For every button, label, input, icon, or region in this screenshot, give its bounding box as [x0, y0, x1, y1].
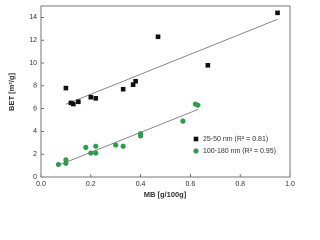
point	[55, 161, 62, 168]
y-tick-label: 10	[29, 60, 37, 67]
y-axis-title: BET [m²/g]	[7, 73, 16, 111]
point	[275, 10, 280, 16]
point	[68, 100, 74, 106]
point	[130, 82, 136, 87]
point	[133, 78, 138, 84]
point	[113, 142, 119, 148]
y-tick-label: 4	[33, 128, 37, 135]
legend-label: 25-50 nm (R² = 0.81)	[203, 136, 268, 143]
point	[120, 143, 126, 149]
y-tick-label: 12	[29, 37, 37, 44]
point	[71, 101, 76, 107]
x-tick-label: 0.8	[235, 181, 245, 188]
y-tick-label: 14	[29, 14, 37, 21]
trend-line	[58, 109, 199, 166]
point	[93, 96, 99, 101]
y-tick-label: 0	[33, 174, 37, 181]
point	[63, 85, 69, 91]
legend-label: 100-180 nm (R² = 0.95)	[203, 148, 276, 155]
point	[205, 62, 211, 68]
point	[93, 143, 99, 149]
x-tick-label: 0.2	[86, 181, 96, 188]
y-tick-label: 2	[33, 151, 37, 158]
point	[93, 150, 99, 156]
point	[63, 160, 69, 166]
x-tick-label: 0.6	[186, 181, 196, 188]
point	[155, 34, 161, 40]
x-tick-label: 0.4	[136, 181, 146, 188]
legend-marker	[193, 136, 199, 142]
point	[76, 99, 81, 105]
x-tick-label: 0.0	[36, 181, 46, 188]
trend-line	[65, 18, 278, 105]
point	[88, 94, 94, 100]
point	[195, 102, 201, 108]
point	[83, 144, 89, 150]
chart: MB [g/100g] BET [m²/g] 0.0 0.2 0.4 0.6 0.8 1.…	[7, 5, 295, 199]
plot-area	[40, 5, 291, 178]
y-tick-label: 8	[33, 83, 37, 90]
point	[88, 150, 94, 156]
point	[120, 86, 126, 92]
point	[138, 131, 144, 137]
point	[180, 118, 186, 124]
y-tick-label: 6	[33, 105, 37, 112]
legend-marker	[193, 148, 199, 154]
x-tick-label: 1.0	[285, 181, 295, 188]
x-axis-title: MB [g/100g]	[144, 190, 187, 199]
